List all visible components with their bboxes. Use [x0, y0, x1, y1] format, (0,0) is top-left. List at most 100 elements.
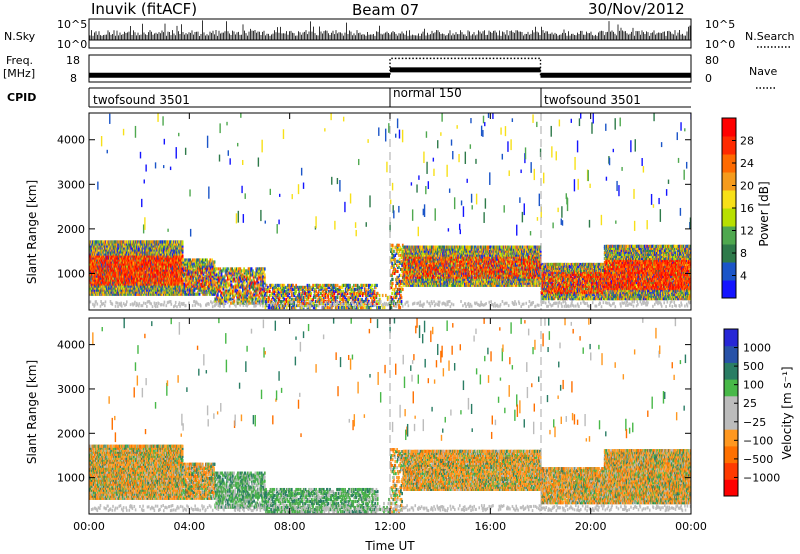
power-cell — [163, 138, 166, 145]
power-cell — [122, 282, 125, 286]
power-cell — [136, 258, 138, 262]
power-cell — [121, 278, 124, 282]
power-cell — [142, 301, 145, 305]
power-cell — [91, 268, 94, 272]
power-cell — [89, 274, 91, 278]
power-cell — [154, 305, 157, 309]
power-cell — [131, 252, 134, 256]
power-cell — [101, 290, 104, 294]
power-cell — [181, 240, 184, 244]
power-cell — [169, 300, 172, 304]
station-title: Inuvik (fitACF) — [91, 0, 197, 18]
power-cell — [124, 276, 127, 280]
power-cell — [169, 166, 172, 171]
power-cell — [136, 303, 139, 307]
power-cell — [102, 276, 105, 280]
power-cell — [146, 304, 148, 308]
power-cell — [141, 198, 143, 208]
freq-label: Freq. — [6, 54, 33, 67]
cpid-segment-3: twofsound 3501 — [544, 93, 641, 107]
power-cell — [109, 254, 111, 258]
power-cell — [104, 300, 107, 304]
power-cell — [112, 252, 114, 256]
power-cell — [119, 274, 122, 278]
freq-segment-3 — [540, 72, 691, 78]
power-cell — [125, 286, 128, 290]
power-cell — [144, 301, 147, 305]
power-cell — [89, 260, 92, 264]
power-cell — [111, 286, 114, 290]
power-cell — [138, 302, 141, 306]
power-cell — [151, 305, 154, 309]
power-cell — [127, 256, 129, 260]
date-title: 30/Nov/2012 — [588, 0, 685, 18]
power-cell — [112, 274, 114, 278]
power-cell — [124, 282, 126, 286]
power-cell — [102, 282, 105, 286]
power-cell — [136, 290, 139, 294]
nsky-label: N.Sky — [4, 30, 36, 43]
power-cell — [119, 258, 121, 262]
power-cell — [122, 272, 124, 276]
power-cell — [117, 270, 119, 274]
power-cell — [132, 303, 134, 307]
power-cell — [106, 290, 109, 294]
power-cell — [100, 136, 103, 147]
power-cell — [213, 260, 216, 264]
power-cell — [127, 260, 130, 264]
power-cell — [89, 262, 92, 266]
power-cell — [197, 302, 200, 306]
power-cell — [92, 302, 94, 306]
power-cell — [99, 304, 102, 308]
power-cell — [134, 125, 137, 138]
power-cell — [178, 132, 180, 137]
power-cell — [167, 228, 169, 232]
power-cell — [184, 304, 187, 308]
power-cell — [145, 164, 147, 172]
power-cell — [128, 248, 131, 252]
power-cell — [162, 116, 164, 126]
power-cell — [112, 250, 115, 254]
power-cell — [117, 290, 119, 294]
freq-tick-bottom: 8 — [70, 72, 77, 85]
power-cell — [102, 302, 105, 306]
power-cell — [99, 286, 102, 290]
power-cell — [120, 240, 123, 244]
power-cell — [109, 113, 111, 124]
power-cell — [95, 300, 97, 304]
power-cell — [101, 302, 104, 306]
power-cell — [217, 271, 220, 275]
power-cell — [123, 256, 126, 260]
power-cell — [120, 301, 122, 305]
power-cell — [91, 260, 94, 264]
power-cell — [102, 274, 104, 278]
power-cell — [208, 186, 210, 199]
power-cell — [121, 250, 124, 254]
power-cell — [128, 276, 131, 280]
power-cell — [94, 303, 96, 307]
power-cell — [184, 147, 187, 155]
nsearch-tick-bottom: 10^0 — [705, 38, 735, 51]
freq-tick-top: 18 — [66, 54, 80, 67]
nave-tick-top: 80 — [705, 54, 719, 67]
power-cell — [127, 292, 130, 296]
power-cell — [118, 284, 121, 288]
power-cell — [131, 284, 134, 288]
nsky-bars — [89, 20, 691, 41]
power-cell — [104, 248, 107, 252]
power-cell — [104, 288, 107, 292]
power-cell — [124, 303, 126, 307]
power-cell — [94, 246, 96, 250]
power-cell — [126, 268, 129, 272]
power-cell — [134, 300, 136, 304]
power-cell — [110, 254, 113, 258]
power-cell — [157, 113, 159, 122]
power-cell — [92, 248, 94, 252]
power-cell — [174, 300, 177, 304]
power-cell — [100, 282, 103, 286]
power-cell — [137, 304, 140, 308]
power-cell — [89, 300, 92, 304]
power-cell — [101, 278, 104, 282]
